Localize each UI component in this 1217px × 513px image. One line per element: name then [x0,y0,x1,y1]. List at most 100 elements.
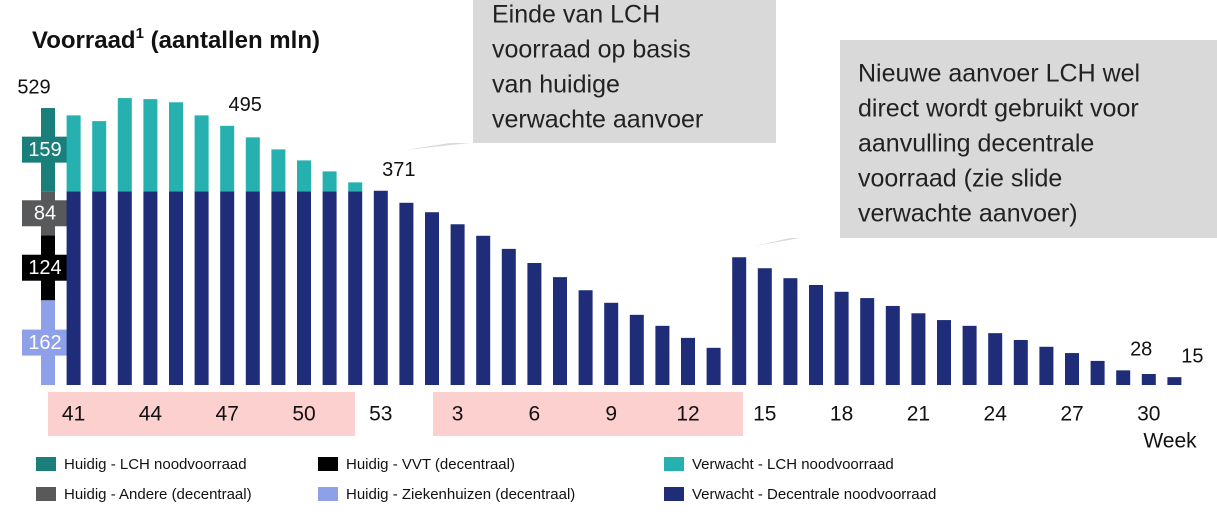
segment-label: 159 [28,139,61,161]
bar-segment [655,325,670,385]
bar-segment [297,160,311,192]
x-tick-label: 41 [62,403,85,426]
bar-segment [348,182,363,192]
legend-label: Huidig - LCH noodvoorraad [64,456,247,473]
legend-label: Verwacht - LCH noodvoorraad [692,456,894,473]
x-tick-label: 3 [452,403,464,426]
bar-segment [450,224,465,385]
x-tick-label: 12 [676,403,699,426]
segment-label: 124 [28,257,61,279]
bar-segment [1167,377,1182,385]
x-tick-label: 30 [1137,403,1160,426]
bar-segment [117,98,132,192]
title-rest: (aantallen mln) [144,27,320,54]
bar-segment [66,115,81,192]
legend-swatch [664,457,684,471]
bar-segment [783,278,798,385]
bar-segment [92,121,107,192]
bar-segment [245,137,260,192]
bar-segment [169,102,183,192]
bar-segment [271,149,286,192]
legend-label: Verwacht - Decentrale noodvoorraad [692,486,936,503]
x-tick-label: 27 [1060,403,1083,426]
bar-segment [425,212,439,385]
bar-segment [143,99,158,192]
legend-swatch [664,487,684,501]
bar-segment [681,337,695,385]
callout-text: van huidige [492,71,620,99]
bar-segment [117,191,132,385]
legend-swatch [36,487,56,501]
x-axis-label: Week [1143,430,1197,453]
bar-segment [757,268,772,385]
legend-label: Huidig - Andere (decentraal) [64,486,252,503]
x-tick-label: 9 [605,403,617,426]
bar-segment [322,171,337,192]
bar-segment [1141,374,1156,385]
bar-segment [220,191,235,385]
bar-segment [578,290,593,385]
bar-segment [476,235,491,385]
segment-label: 162 [28,332,61,354]
x-tick-label: 50 [292,403,315,426]
bar-segment [809,284,823,385]
bar-segment [399,202,414,385]
segment-label-box [22,136,68,163]
bar-segment [988,333,1003,385]
total-label: 28 [1130,339,1152,361]
callout-text: voorraad op basis [492,36,691,64]
bar-segment [322,191,337,385]
week-band [433,392,743,436]
bar-segment [143,191,158,385]
title-main: Voorraad [32,27,136,54]
bar-segment [169,191,183,385]
legend-label: Huidig - Ziekenhuizen (decentraal) [346,486,575,503]
bar-segment [732,257,747,385]
legend-label: Huidig - VVT (decentraal) [346,456,515,473]
bar-segment [297,191,311,385]
bar-segment [1065,353,1079,385]
bar-segment [860,298,875,385]
bar-segment [604,302,619,385]
bar-segment [937,320,951,385]
callout-bubble [405,0,776,150]
callout-text: Einde van LCH [492,1,660,29]
callout-text: verwachte aanvoer [492,106,703,134]
bar-segment [885,305,900,385]
bar-segment [194,191,209,385]
x-tick-label: 6 [529,403,541,426]
callout-text: voorraad (zie slide [858,165,1062,193]
bar-segment [271,191,286,385]
x-tick-label: 53 [369,403,392,426]
callout-bubble [755,40,1217,246]
bar-segment [527,263,542,385]
week-band [48,392,355,436]
total-label: 15 [1181,345,1203,367]
bar-segment [373,190,388,385]
legend-swatch [318,457,338,471]
segment-label-box [22,329,68,356]
title-sup: 1 [136,25,144,42]
bar-segment [629,314,644,385]
chart-title: Voorraad1 (aantallen mln) [32,25,320,54]
bar-segment [1039,346,1054,385]
callout-text: verwachte aanvoer) [858,200,1078,228]
x-tick-label: 18 [830,403,853,426]
total-label: 371 [382,159,415,181]
bar-segment [1013,339,1028,385]
bar-segment [220,125,235,192]
bar-segment [194,115,209,192]
callout-text: direct wordt gebruikt voor [858,95,1139,123]
bar-segment [911,313,926,385]
total-label: 495 [229,94,262,116]
bar-segment [501,248,516,385]
bar-segment [66,191,81,385]
bar-segment [834,291,849,385]
callout-text: Nieuwe aanvoer LCH wel [858,60,1140,88]
x-tick-label: 21 [907,403,930,426]
segment-label-box [22,200,68,227]
x-tick-label: 44 [139,403,163,426]
bar-segment [962,325,977,385]
total-label: 529 [17,76,50,98]
